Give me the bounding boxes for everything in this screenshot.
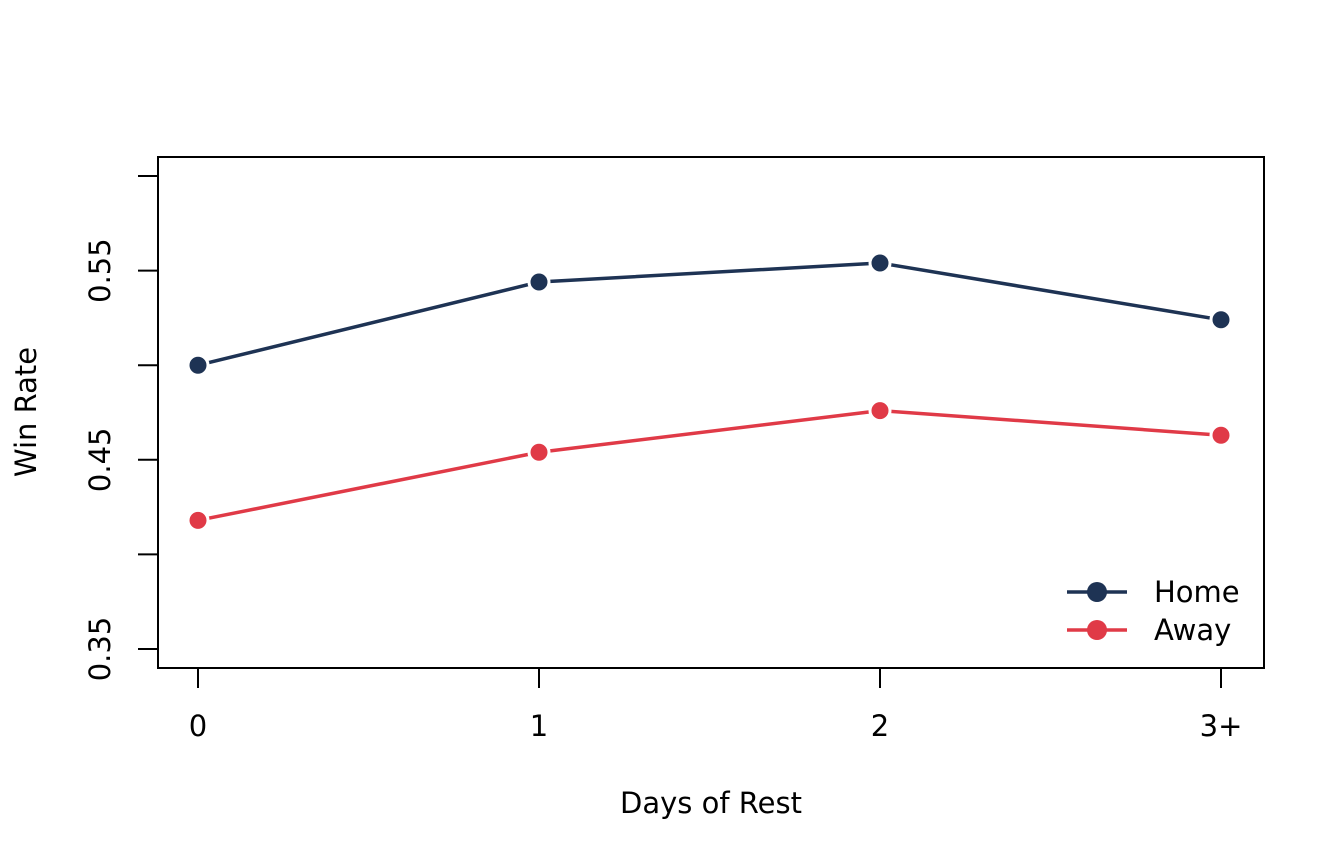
legend-label: Home [1154, 575, 1240, 609]
y-tick-label: 0.45 [83, 428, 117, 493]
data-point [527, 270, 551, 294]
legend-item-away: Away [1067, 613, 1231, 647]
series-line [197, 261, 1222, 367]
data-point [1209, 308, 1233, 332]
x-axis-title: Days of Rest [620, 786, 802, 820]
series-line [197, 408, 1222, 523]
x-tick-label: 0 [189, 709, 207, 743]
legend-swatch-marker [1087, 620, 1107, 640]
data-point [527, 440, 551, 464]
x-tick-label: 1 [530, 709, 548, 743]
x-axis: 0 1 2 3+ [189, 667, 1243, 743]
legend-label: Away [1154, 613, 1231, 647]
y-axis-title: Win Rate [9, 347, 43, 477]
legend-swatch-marker [1087, 582, 1107, 602]
data-point [868, 251, 892, 275]
y-axis: 0.35 0.45 0.55 [83, 175, 159, 682]
y-tick-label: 0.55 [83, 238, 117, 303]
data-point [868, 399, 892, 423]
y-tick-label: 0.35 [83, 617, 117, 682]
x-tick-label: 3+ [1200, 709, 1243, 743]
series-home [186, 251, 1233, 377]
legend-item-home: Home [1067, 575, 1240, 609]
data-point [186, 508, 210, 532]
data-point [186, 353, 210, 377]
series-layer [186, 251, 1233, 532]
series-away [186, 399, 1233, 532]
legend: Home Away [1067, 575, 1240, 647]
data-point [1209, 423, 1233, 447]
x-tick-label: 2 [871, 709, 889, 743]
